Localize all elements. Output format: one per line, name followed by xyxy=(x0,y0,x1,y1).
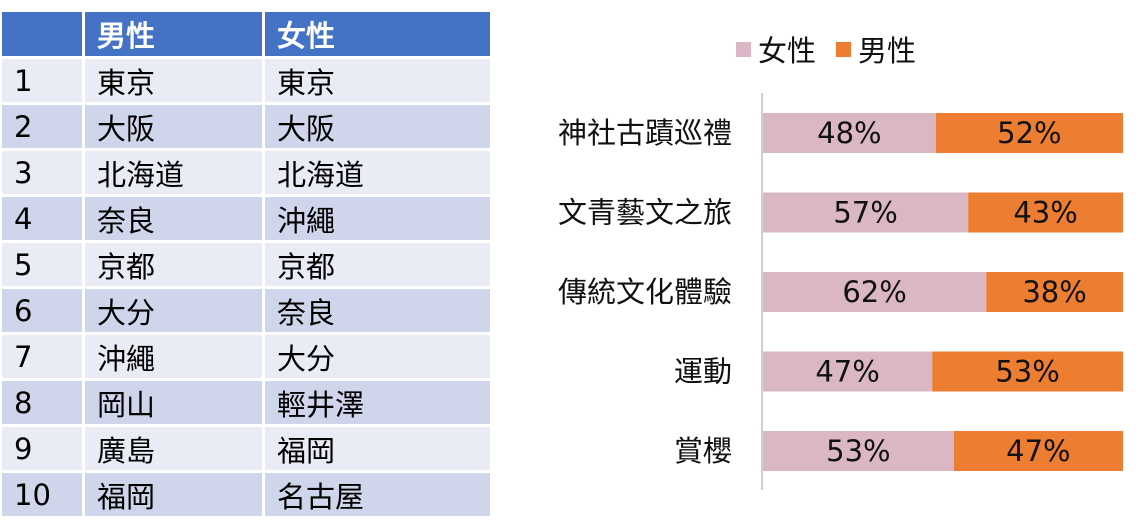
rank-cell: 5 xyxy=(2,243,82,286)
rank-cell: 10 xyxy=(2,473,82,516)
chart-legend: 女性 男性 xyxy=(736,28,936,70)
category-label: 傳統文化體驗 xyxy=(558,275,732,309)
bar-segment xyxy=(763,272,987,312)
male-destination-cell: 廣島 xyxy=(82,427,262,470)
legend-label: 女性 xyxy=(758,34,817,68)
male-destination-cell: 東京 xyxy=(82,59,262,102)
data-label: 53% xyxy=(995,355,1059,389)
rank-header xyxy=(2,12,82,56)
male-destination-cell: 岡山 xyxy=(82,381,262,424)
female-destination-cell: 輕井澤 xyxy=(262,381,490,424)
bar-segment xyxy=(763,192,969,233)
table-header-row: 男性 女性 xyxy=(2,12,490,56)
table-row: 10 福岡 名古屋 xyxy=(2,473,490,516)
female-destination-cell: 福岡 xyxy=(262,427,490,470)
table-row: 2 大阪 大阪 xyxy=(2,105,490,148)
table-row: 1 東京 東京 xyxy=(2,59,490,102)
male-header: 男性 xyxy=(82,12,262,56)
female-destination-cell: 京都 xyxy=(262,243,490,286)
table-row: 5 京都 京都 xyxy=(2,243,490,286)
legend-swatch xyxy=(736,41,751,57)
male-destination-cell: 福岡 xyxy=(82,473,262,516)
bar-segment xyxy=(763,351,933,392)
ranking-table: 男性 女性 1 東京 東京 2 大阪 大阪 3 北海道 北海道 4 奈良 沖繩 5 京都 京都 6 大分 奈良 7 沖… xyxy=(2,9,490,519)
female-destination-cell: 大阪 xyxy=(262,105,490,148)
rank-cell: 8 xyxy=(2,381,82,424)
female-destination-cell: 北海道 xyxy=(262,151,490,194)
legend-item: 女性 xyxy=(736,28,816,70)
female-destination-cell: 大分 xyxy=(262,335,490,378)
table-row: 4 奈良 沖繩 xyxy=(2,197,490,240)
female-destination-cell: 沖繩 xyxy=(262,197,490,240)
data-label: 38% xyxy=(1022,275,1086,309)
table-row: 6 大分 奈良 xyxy=(2,289,490,332)
male-destination-cell: 京都 xyxy=(82,243,262,286)
data-label: 53% xyxy=(826,434,890,468)
table-row: 8 岡山 輕井澤 xyxy=(2,381,490,424)
category-label: 神社古蹟巡禮 xyxy=(558,116,732,150)
rank-cell: 4 xyxy=(2,197,82,240)
bar-segment xyxy=(986,272,1123,312)
male-destination-cell: 大分 xyxy=(82,289,262,332)
bar-segment xyxy=(935,113,1123,153)
data-label: 47% xyxy=(1006,434,1070,468)
legend-swatch xyxy=(836,41,852,57)
rank-cell: 7 xyxy=(2,335,82,378)
male-destination-cell: 奈良 xyxy=(82,197,262,240)
female-destination-cell: 東京 xyxy=(262,59,490,102)
rank-cell: 9 xyxy=(2,427,82,470)
data-label: 43% xyxy=(1013,196,1077,230)
category-label: 運動 xyxy=(674,355,732,389)
data-label: 57% xyxy=(833,196,897,230)
data-label: 47% xyxy=(815,355,879,389)
data-label: 62% xyxy=(842,275,906,309)
bar-segment xyxy=(953,431,1123,471)
bar-segment xyxy=(763,431,954,471)
category-label: 賞櫻 xyxy=(674,434,732,468)
data-label: 48% xyxy=(817,116,881,150)
category-label: 文青藝文之旅 xyxy=(558,196,732,230)
male-destination-cell: 沖繩 xyxy=(82,335,262,378)
bar-segment xyxy=(968,192,1123,233)
female-destination-cell: 名古屋 xyxy=(262,473,490,516)
data-label: 52% xyxy=(997,116,1061,150)
table-row: 3 北海道 北海道 xyxy=(2,151,490,194)
male-destination-cell: 大阪 xyxy=(82,105,262,148)
rank-cell: 1 xyxy=(2,59,82,102)
legend-label: 男性 xyxy=(858,34,917,68)
table-row: 9 廣島 福岡 xyxy=(2,427,490,470)
female-header: 女性 xyxy=(262,12,490,56)
rank-cell: 3 xyxy=(2,151,82,194)
legend-item: 男性 xyxy=(836,28,916,70)
bar-segment xyxy=(763,113,936,153)
rank-cell: 2 xyxy=(2,105,82,148)
male-destination-cell: 北海道 xyxy=(82,151,262,194)
table-row: 7 沖繩 大分 xyxy=(2,335,490,378)
rank-cell: 6 xyxy=(2,289,82,332)
female-destination-cell: 奈良 xyxy=(262,289,490,332)
bar-segment xyxy=(932,351,1123,392)
